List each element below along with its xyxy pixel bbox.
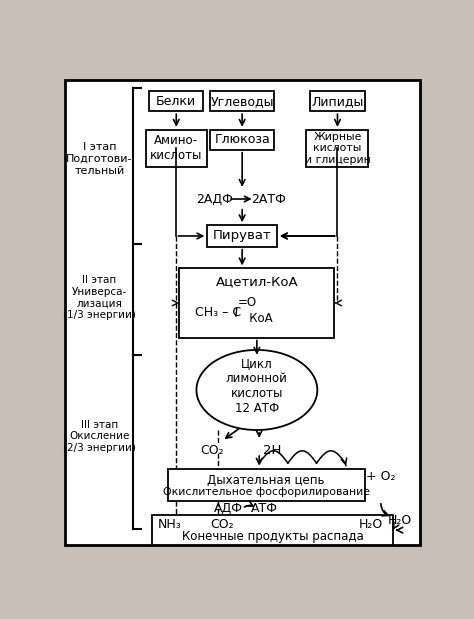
Text: Углеводы: Углеводы bbox=[210, 95, 274, 108]
Text: Белки: Белки bbox=[156, 95, 196, 108]
Bar bbox=[149, 91, 203, 111]
Ellipse shape bbox=[196, 350, 317, 430]
Text: I этап
Подготови-
тельный: I этап Подготови- тельный bbox=[66, 142, 133, 176]
Text: Амино-
кислоты: Амино- кислоты bbox=[150, 134, 202, 162]
Text: II этап
Универса-
лизация
(1/3 энергии): II этап Универса- лизация (1/3 энергии) bbox=[63, 275, 136, 320]
Text: АТФ: АТФ bbox=[251, 502, 278, 515]
Text: Глюкоза: Глюкоза bbox=[214, 133, 270, 146]
Text: Цикл
лимонной
кислоты
12 АТФ: Цикл лимонной кислоты 12 АТФ bbox=[226, 357, 288, 415]
Bar bbox=[179, 268, 334, 337]
Text: АДФ: АДФ bbox=[214, 502, 243, 515]
Text: Окислительное фосфорилирование: Окислительное фосфорилирование bbox=[163, 487, 370, 498]
Text: Дыхательная цепь: Дыхательная цепь bbox=[208, 474, 325, 487]
Bar bbox=[210, 91, 274, 111]
Text: H₂O: H₂O bbox=[359, 518, 383, 531]
Text: Конечные продукты распада: Конечные продукты распада bbox=[182, 530, 363, 543]
Text: + O₂: + O₂ bbox=[366, 470, 396, 483]
Bar bbox=[146, 130, 207, 167]
Bar bbox=[207, 225, 277, 247]
Text: Липиды: Липиды bbox=[311, 95, 364, 108]
Text: H₂O: H₂O bbox=[388, 514, 412, 527]
Bar bbox=[152, 516, 392, 545]
Bar bbox=[307, 130, 368, 167]
Bar bbox=[210, 130, 274, 150]
Text: Пируват: Пируват bbox=[213, 230, 272, 243]
Text: 2АДФ: 2АДФ bbox=[196, 193, 233, 206]
Bar bbox=[310, 91, 365, 111]
Bar bbox=[168, 469, 365, 501]
Text: =O: =O bbox=[237, 297, 256, 310]
Text: NH₃: NH₃ bbox=[157, 518, 181, 531]
Text: CO₂: CO₂ bbox=[200, 444, 224, 457]
Text: CH₃ – C: CH₃ – C bbox=[195, 306, 241, 319]
Text: 2АТФ: 2АТФ bbox=[251, 193, 286, 206]
Text: 2H: 2H bbox=[263, 444, 282, 457]
Text: КоА: КоА bbox=[237, 312, 272, 325]
Text: III этап
Окисление
(2/3 энергии): III этап Окисление (2/3 энергии) bbox=[63, 420, 136, 452]
Text: Ацетил-КоА: Ацетил-КоА bbox=[216, 275, 298, 288]
Text: Жирные
кислоты
и глицерин: Жирные кислоты и глицерин bbox=[305, 132, 370, 165]
Text: CO₂: CO₂ bbox=[210, 518, 234, 531]
